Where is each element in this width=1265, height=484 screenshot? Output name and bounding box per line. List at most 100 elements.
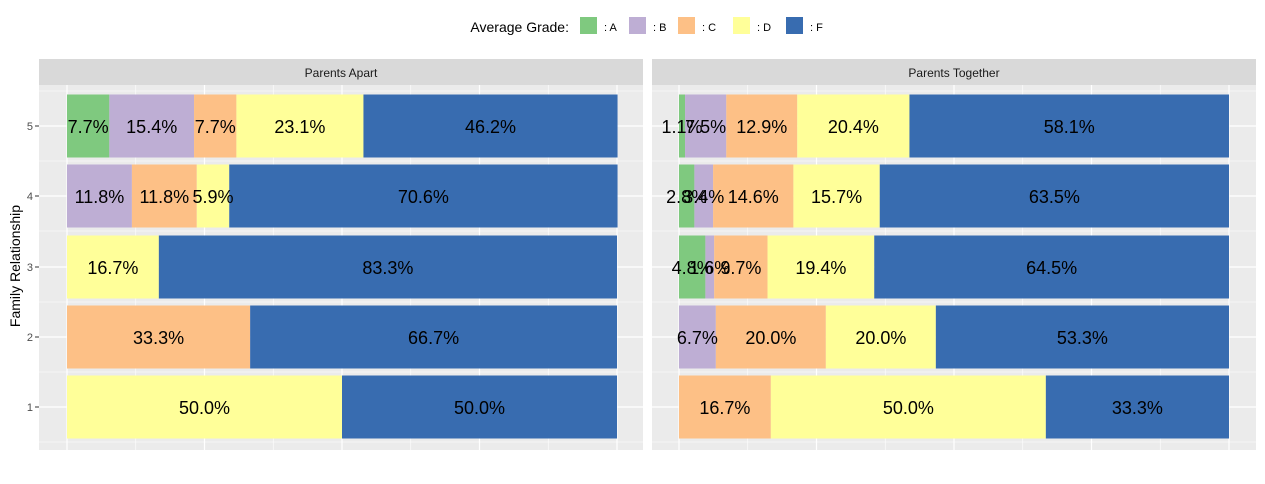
bar-segment-f xyxy=(229,164,618,228)
bar-segment-f xyxy=(342,375,617,439)
data-label: 11.8% xyxy=(75,187,125,207)
legend-label-a: : A xyxy=(604,22,618,34)
bar-segment-a xyxy=(67,94,110,158)
facet-strip-label: Parents Apart xyxy=(305,66,378,80)
bar-segment-b xyxy=(694,164,714,228)
legend-label-d: : D xyxy=(757,22,771,34)
bar-segment-c xyxy=(679,375,771,439)
bar-row-2: 33.3% 66.7% xyxy=(67,305,617,369)
data-label: 83.3% xyxy=(362,258,413,278)
bar-row-4: 2.8%3.4% 14.6% 15.7% 63.5% xyxy=(666,164,1229,228)
bar-segment-d xyxy=(770,375,1046,439)
legend-key-c xyxy=(678,17,695,34)
bar-segment-d xyxy=(793,164,880,228)
data-label: 19.4% xyxy=(795,258,846,278)
data-label: 50.0% xyxy=(179,398,230,418)
data-label: 1.6% xyxy=(689,258,730,278)
data-label: 14.6% xyxy=(728,187,779,207)
bar-segment-c xyxy=(714,235,768,299)
data-label: 20.0% xyxy=(745,328,796,348)
bar-segment-d xyxy=(196,164,230,228)
y-tick-label: 4 xyxy=(27,191,33,203)
bar-row-4: 11.8% 11.8% 5.9% 70.6% xyxy=(67,164,618,228)
bar-row-1: 50.0% 50.0% xyxy=(67,375,617,439)
data-label: 53.3% xyxy=(1057,328,1108,348)
bar-segment-d xyxy=(67,375,342,439)
panel-2: Parents Together 16.7% 50.0% 33.3% 6.7% 20.0%… xyxy=(652,59,1256,450)
y-tick-label: 3 xyxy=(27,262,33,274)
y-axis: 1 2 3 4 5 xyxy=(27,121,39,414)
data-label: 7.7% xyxy=(195,117,236,137)
bar-segment-f xyxy=(250,305,617,369)
data-label: 16.7% xyxy=(699,398,750,418)
bar-row-1: 16.7% 50.0% 33.3% xyxy=(679,375,1229,439)
legend-title: Average Grade: xyxy=(470,19,569,35)
facet-strip-label: Parents Together xyxy=(908,66,999,80)
legend-key-b xyxy=(629,17,646,34)
bar-segment-a xyxy=(679,94,686,158)
data-label: 4.8% xyxy=(672,258,713,278)
data-label: 63.5% xyxy=(1029,187,1080,207)
data-label: 15.7% xyxy=(811,187,862,207)
legend: Average Grade: : A : B : C : D : F xyxy=(470,17,823,35)
data-label: 66.7% xyxy=(408,328,459,348)
bar-segment-c xyxy=(713,164,794,228)
bar-segment-c xyxy=(726,94,798,158)
data-label: 23.1% xyxy=(274,117,325,137)
legend-label-c: : C xyxy=(702,22,716,34)
data-label: 50.0% xyxy=(454,398,505,418)
legend-label-b: : B xyxy=(653,22,666,34)
data-label: 58.1% xyxy=(1044,117,1095,137)
data-label: 6.7% xyxy=(677,328,718,348)
bar-segment-d xyxy=(825,305,936,369)
bar-segment-b xyxy=(685,94,727,158)
data-label: 33.3% xyxy=(133,328,184,348)
bar-segment-d xyxy=(797,94,910,158)
data-label: 64.5% xyxy=(1026,258,1077,278)
bar-segment-f xyxy=(363,94,618,158)
y-tick-label: 1 xyxy=(27,402,33,414)
bar-segment-f xyxy=(935,305,1229,369)
bar-row-5: 7.7% 15.4% 7.7% 23.1% 46.2% xyxy=(67,94,618,158)
bar-row-3: 16.7% 83.3% xyxy=(67,235,617,299)
data-label: 2.8% xyxy=(666,187,707,207)
bar-row-5: 1.1%7.5% 12.9% 20.4% 58.1% xyxy=(662,94,1229,158)
legend-label-f: : F xyxy=(810,22,823,34)
data-label: 5.9% xyxy=(193,187,234,207)
bar-segment-b xyxy=(705,235,715,299)
data-label: 1.1% xyxy=(662,117,703,137)
bar-segment-a xyxy=(679,164,695,228)
bar-segment-f xyxy=(158,235,617,299)
data-label: 11.8% xyxy=(139,187,189,207)
data-label: 46.2% xyxy=(465,117,516,137)
bar-segment-c xyxy=(194,94,237,158)
bar-segment-f xyxy=(909,94,1229,158)
bar-row-3: 4.8%1.6%9.7% 19.4% 64.5% xyxy=(672,235,1229,299)
bar-segment-b xyxy=(67,164,132,228)
panel-1: Parents Apart 50.0% 50.0% 33.3% 66.7% 16.7% 83… xyxy=(39,59,643,450)
data-label: 33.3% xyxy=(1112,398,1163,418)
data-label: 15.4% xyxy=(126,117,177,137)
bar-row-2: 6.7% 20.0% 20.0% 53.3% xyxy=(677,305,1229,369)
data-label: 9.7% xyxy=(720,258,761,278)
data-label: 50.0% xyxy=(883,398,934,418)
bar-segment-c xyxy=(131,164,197,228)
data-label: 7.5% xyxy=(685,117,726,137)
y-tick-label: 2 xyxy=(27,332,33,344)
bar-segment-c xyxy=(715,305,826,369)
legend-key-d xyxy=(733,17,750,34)
bar-segment-b xyxy=(109,94,195,158)
bar-segment-a xyxy=(679,235,706,299)
y-axis-title: Family Relationship xyxy=(7,205,23,327)
legend-key-f xyxy=(786,17,803,34)
data-label: 70.6% xyxy=(398,187,449,207)
data-label: 16.7% xyxy=(87,258,138,278)
bar-segment-d xyxy=(67,235,159,299)
bar-segment-f xyxy=(1045,375,1229,439)
bar-segment-f xyxy=(874,235,1229,299)
bar-segment-f xyxy=(879,164,1229,228)
data-label: 3.4% xyxy=(683,187,724,207)
